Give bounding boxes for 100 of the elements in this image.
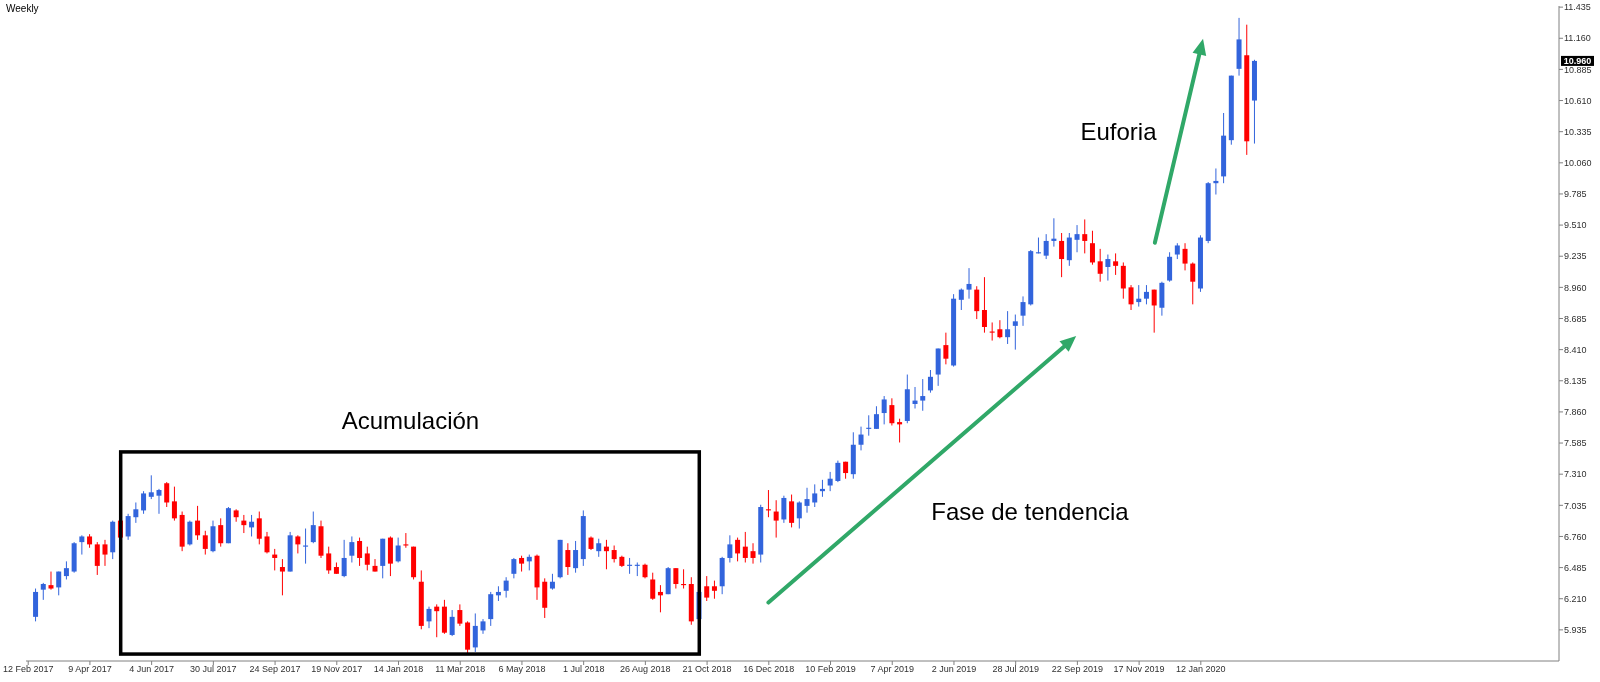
x-tick-label: 19 Nov 2017 xyxy=(311,664,363,675)
candlestick xyxy=(148,474,154,500)
candlestick xyxy=(94,541,100,576)
candlestick xyxy=(372,558,378,573)
y-tick-label: 10.610 xyxy=(1564,95,1592,106)
x-tick-label: 17 Nov 2019 xyxy=(1113,664,1165,675)
y-tick-label: 9.235 xyxy=(1564,251,1587,262)
x-tick-label: 7 Apr 2019 xyxy=(870,664,915,675)
candlestick xyxy=(171,486,177,522)
x-tick-label: 30 Jul 2017 xyxy=(190,664,237,675)
candlestick xyxy=(943,332,949,365)
candlestick xyxy=(125,513,131,541)
candlestick xyxy=(310,511,316,544)
annotation: Acumulación xyxy=(341,406,480,434)
candlestick xyxy=(102,539,108,567)
y-tick-label: 5.935 xyxy=(1564,625,1587,636)
candlestick xyxy=(1105,254,1111,282)
y-tick-label: 6.210 xyxy=(1564,593,1587,604)
y-tick-label: 10.335 xyxy=(1564,126,1592,137)
x-tick-label: 11 Mar 2018 xyxy=(435,664,486,675)
candlestick xyxy=(449,609,455,637)
candlestick xyxy=(202,530,208,556)
candlestick xyxy=(503,576,509,599)
candlestick xyxy=(1151,289,1157,334)
candlestick xyxy=(1128,284,1134,311)
annotation: Euforia xyxy=(1080,118,1158,146)
x-tick-label: 22 Sep 2019 xyxy=(1051,664,1103,675)
candlestick xyxy=(596,538,602,558)
candlestick xyxy=(673,567,679,590)
candlestick xyxy=(873,405,879,430)
candlestick xyxy=(711,580,717,600)
candlestick xyxy=(727,534,733,563)
annotation: Fase de tendencia xyxy=(931,497,1130,525)
candlestick xyxy=(472,612,478,653)
candlestick xyxy=(364,546,370,571)
candlestick xyxy=(1143,284,1149,305)
candlestick xyxy=(920,378,926,412)
candlestick xyxy=(1089,230,1095,266)
y-tick-label: 11.160 xyxy=(1564,33,1591,44)
x-tick-label: 6 May 2018 xyxy=(498,664,546,675)
candlestick xyxy=(395,537,401,563)
candlestick xyxy=(256,511,262,545)
candlestick xyxy=(187,520,193,547)
candlestick xyxy=(349,535,355,563)
y-tick-label: 7.860 xyxy=(1564,407,1587,418)
y-tick-label: 7.585 xyxy=(1564,438,1587,449)
candlestick xyxy=(704,575,710,602)
candlestick xyxy=(357,537,363,567)
candlestick xyxy=(881,395,887,425)
candlestick xyxy=(966,267,972,300)
candlestick xyxy=(1043,233,1049,260)
candlestick xyxy=(141,490,147,515)
x-tick-label: 28 Jul 2019 xyxy=(992,664,1039,675)
y-tick-label: 10.885 xyxy=(1564,64,1592,75)
candlestick xyxy=(650,572,656,601)
x-tick-label: 26 Aug 2018 xyxy=(620,664,671,675)
candlestick xyxy=(403,532,409,549)
candlestick xyxy=(927,369,933,394)
candlestick xyxy=(1074,224,1080,253)
y-tick-label: 8.410 xyxy=(1564,344,1587,355)
y-tick-label: 10.060 xyxy=(1564,158,1592,169)
candlestick xyxy=(1213,167,1219,196)
candlestick xyxy=(789,494,795,528)
y-tick-label: 11.435 xyxy=(1564,2,1591,13)
candlestick xyxy=(827,471,833,492)
candlestick xyxy=(1059,232,1065,278)
y-tick-label: 7.310 xyxy=(1564,469,1587,480)
candlestick xyxy=(735,537,741,562)
candlestick xyxy=(326,546,332,575)
candlestick xyxy=(858,426,864,451)
candlestick xyxy=(1005,310,1011,345)
x-tick-label: 10 Feb 2019 xyxy=(805,664,856,675)
x-tick-label: 4 Jun 2017 xyxy=(129,664,174,675)
candlestick xyxy=(341,539,347,578)
candlestick xyxy=(195,505,201,541)
y-tick-label: 6.760 xyxy=(1564,531,1587,542)
candlestick xyxy=(164,481,170,508)
x-tick-label: 16 Dec 2018 xyxy=(743,664,795,675)
candlestick xyxy=(573,540,579,574)
candlestick xyxy=(804,487,810,514)
y-tick-label: 8.960 xyxy=(1564,282,1587,293)
candlestick xyxy=(750,542,756,565)
candlestick xyxy=(897,418,903,443)
candlestick xyxy=(1113,252,1119,276)
candlestick xyxy=(264,531,270,554)
x-tick-label: 9 Apr 2017 xyxy=(68,664,112,675)
y-tick-label: 9.785 xyxy=(1564,189,1587,200)
candlestick xyxy=(1097,248,1103,283)
candlestick xyxy=(279,558,285,596)
candlestick xyxy=(1082,218,1088,254)
y-tick-label: 6.485 xyxy=(1564,562,1587,573)
candlestick xyxy=(48,571,54,591)
x-tick-label: 21 Oct 2018 xyxy=(682,664,732,675)
y-tick-label: 7.035 xyxy=(1564,500,1587,511)
candlestick xyxy=(511,557,517,579)
candlestick xyxy=(981,276,987,334)
candlestick xyxy=(997,319,1003,339)
candlestick xyxy=(974,285,980,320)
candlestick xyxy=(742,531,748,563)
candlestick xyxy=(565,542,571,576)
